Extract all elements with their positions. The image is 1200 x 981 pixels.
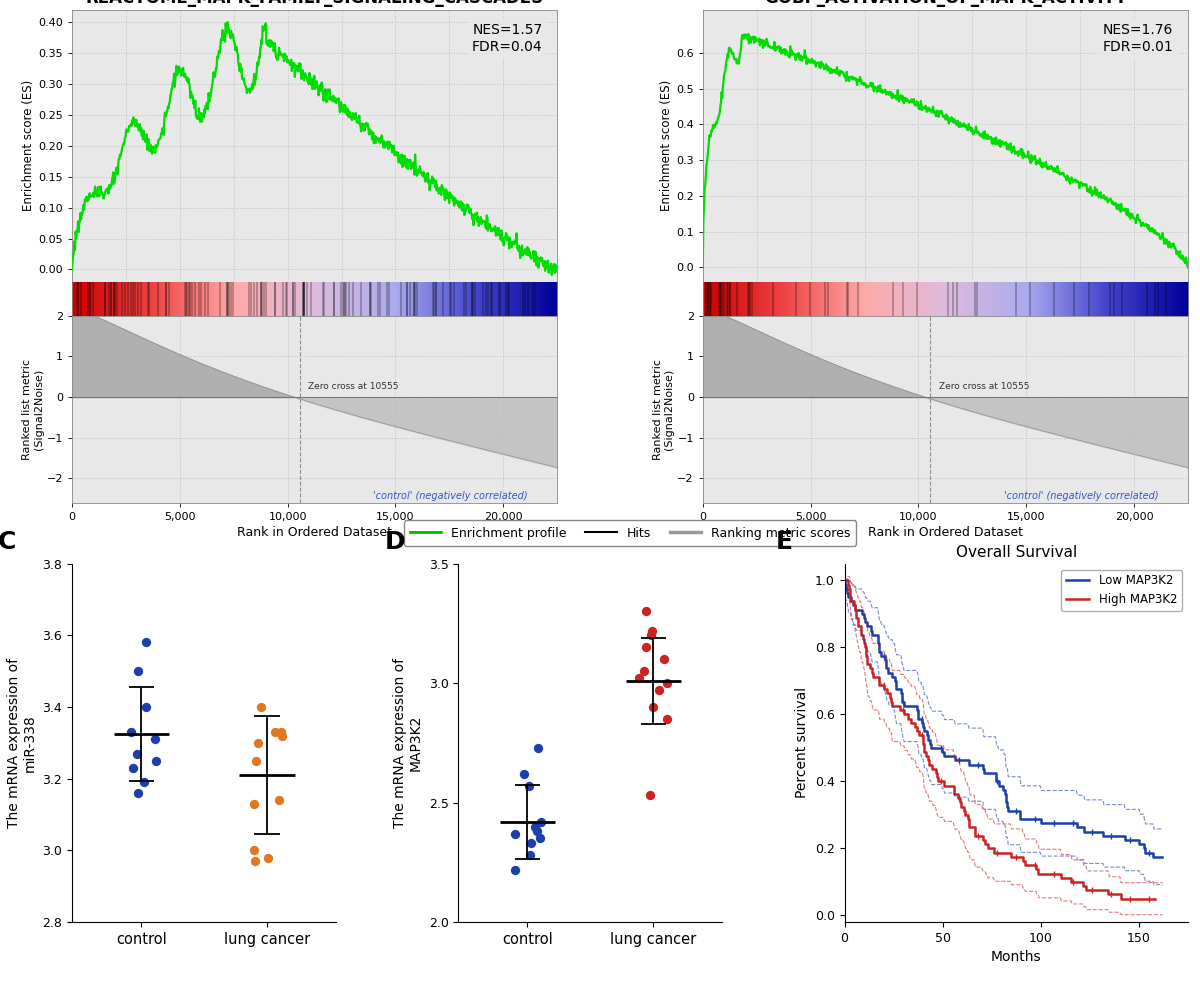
Point <box>271 724 290 740</box>
Point <box>532 814 551 830</box>
Point <box>641 788 660 803</box>
Legend: Enrichment profile, Hits, Ranking metric scores: Enrichment profile, Hits, Ranking metric… <box>403 521 857 546</box>
X-axis label: Months: Months <box>991 951 1042 964</box>
High MAP3K2 <box>1147 893 1162 904</box>
Point <box>521 836 540 852</box>
Point <box>134 774 154 790</box>
Text: 'control' (negatively correlated): 'control' (negatively correlated) <box>1003 490 1158 500</box>
Low MAP3K2 <box>841 587 856 598</box>
Text: C: C <box>0 531 17 554</box>
Point <box>246 753 265 769</box>
Point <box>528 823 547 839</box>
Point <box>259 850 278 865</box>
High MAP3K2 <box>1003 847 1018 858</box>
Point <box>636 603 655 619</box>
Point <box>514 766 533 782</box>
Point <box>245 853 264 869</box>
High MAP3K2 <box>880 684 894 696</box>
Point <box>530 831 550 847</box>
Point <box>634 663 653 679</box>
High MAP3K2 <box>880 688 894 699</box>
Title: Overall Survival: Overall Survival <box>955 544 1076 559</box>
Text: D: D <box>384 531 404 554</box>
Point <box>121 724 140 740</box>
High MAP3K2 <box>838 575 852 587</box>
Point <box>506 826 526 842</box>
Low MAP3K2 <box>872 642 887 653</box>
Point <box>124 760 143 776</box>
Point <box>641 628 660 644</box>
Text: 'control' (negatively correlated): 'control' (negatively correlated) <box>373 490 528 500</box>
Point <box>248 735 268 750</box>
Title: Enrichment plot:
REACTOME_MAPK_FAMILY_SIGNALING_CASCADES: Enrichment plot: REACTOME_MAPK_FAMILY_SI… <box>85 0 544 7</box>
Point <box>145 732 164 748</box>
Low MAP3K2 <box>871 633 886 645</box>
Point <box>136 635 155 650</box>
Low MAP3K2 <box>838 575 852 587</box>
Line: Low MAP3K2: Low MAP3K2 <box>845 581 1163 856</box>
Point <box>251 699 270 715</box>
Point <box>265 724 284 740</box>
Point <box>245 843 264 858</box>
Point <box>658 711 677 727</box>
Text: E: E <box>776 531 793 554</box>
X-axis label: Rank in Ordered Dataset: Rank in Ordered Dataset <box>238 526 392 539</box>
High MAP3K2 <box>960 813 974 825</box>
Y-axis label: Ranked list metric
(Signal2Noise): Ranked list metric (Signal2Noise) <box>653 359 674 460</box>
Y-axis label: Ranked list metric
(Signal2Noise): Ranked list metric (Signal2Noise) <box>22 359 43 460</box>
Title: Enrichment plot:
GOBP_ACTIVATION_OF_MAPK_ACTIVITY: Enrichment plot: GOBP_ACTIVATION_OF_MAPK… <box>764 0 1127 7</box>
Point <box>137 699 156 715</box>
Point <box>655 651 674 667</box>
Low MAP3K2 <box>1133 834 1147 846</box>
Point <box>649 683 668 698</box>
Point <box>146 753 166 769</box>
Point <box>643 699 662 715</box>
Legend: Low MAP3K2, High MAP3K2: Low MAP3K2, High MAP3K2 <box>1061 570 1182 611</box>
High MAP3K2 <box>978 834 992 846</box>
Line: High MAP3K2: High MAP3K2 <box>845 581 1154 899</box>
Text: NES=1.57
FDR=0.04: NES=1.57 FDR=0.04 <box>472 24 542 54</box>
Low MAP3K2 <box>1146 851 1160 862</box>
Point <box>270 793 289 808</box>
Point <box>658 675 677 691</box>
Point <box>526 819 545 835</box>
Low MAP3K2 <box>1156 851 1170 862</box>
Y-axis label: Percent survival: Percent survival <box>796 688 809 799</box>
Point <box>642 623 661 639</box>
Point <box>127 746 146 761</box>
Y-axis label: Enrichment score (ES): Enrichment score (ES) <box>23 80 36 212</box>
X-axis label: Rank in Ordered Dataset: Rank in Ordered Dataset <box>868 526 1022 539</box>
Y-axis label: The mRNA expression of
MAP3K2: The mRNA expression of MAP3K2 <box>392 658 424 828</box>
Y-axis label: Enrichment score (ES): Enrichment score (ES) <box>660 80 673 212</box>
Point <box>529 740 548 755</box>
Text: Zero cross at 10555: Zero cross at 10555 <box>308 382 398 391</box>
High MAP3K2 <box>1114 893 1128 904</box>
Low MAP3K2 <box>1118 834 1133 846</box>
Text: 'cancer' (positively correlated): 'cancer' (positively correlated) <box>78 325 228 335</box>
Text: 'cancer' (positively correlated): 'cancer' (positively correlated) <box>709 325 858 335</box>
Point <box>520 778 539 794</box>
Point <box>629 670 648 686</box>
Point <box>128 785 148 800</box>
Low MAP3K2 <box>889 679 904 691</box>
Point <box>128 663 148 679</box>
High MAP3K2 <box>937 776 952 788</box>
Point <box>521 848 540 863</box>
Point <box>272 728 292 744</box>
Point <box>245 796 264 811</box>
Text: Zero cross at 10555: Zero cross at 10555 <box>940 382 1030 391</box>
Point <box>505 861 524 877</box>
Point <box>636 640 655 655</box>
Text: NES=1.76
FDR=0.01: NES=1.76 FDR=0.01 <box>1103 24 1174 54</box>
Y-axis label: The mRNA expression of
miR-338: The mRNA expression of miR-338 <box>7 658 37 828</box>
